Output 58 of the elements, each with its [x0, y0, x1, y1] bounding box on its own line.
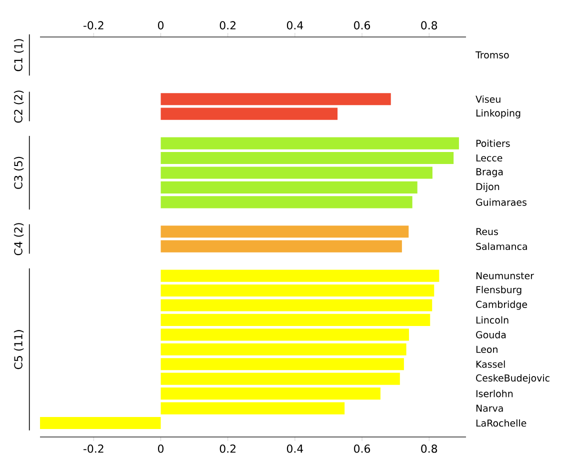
text: C1 (1)	[14, 39, 24, 72]
text: C4 (2)	[14, 223, 24, 256]
bar	[160, 270, 440, 282]
y-tick-label: Leon	[476, 346, 498, 353]
y-tick-label: Neumunster	[476, 272, 534, 280]
y-tick-label: Poitiers	[476, 140, 510, 147]
text: C3 (5)	[14, 156, 24, 189]
y-tick-label: Kassel	[476, 360, 505, 368]
x-tick-label: 0.8	[421, 444, 438, 453]
y-tick-label: Tromso	[475, 51, 509, 58]
bar	[160, 152, 454, 164]
x2-tick-label: 0.6	[354, 21, 370, 30]
y-tick-label: Lecce	[476, 154, 502, 162]
y-tick-label: Dijon	[476, 182, 500, 192]
y-tick-label: Guimaraes	[476, 198, 526, 206]
text: C5 (11)	[14, 330, 24, 370]
x2-tick-label: -0.2	[84, 21, 104, 30]
bar	[160, 108, 338, 120]
bar	[160, 402, 345, 414]
x2-tick-label: 0.4	[286, 21, 304, 30]
bar	[160, 388, 380, 400]
x-tick-label: 0	[158, 444, 164, 453]
y-tick-label: Salamanca	[476, 242, 527, 250]
x-tick-label: 0.6	[354, 444, 370, 453]
y-tick-label: Iserlohn	[476, 390, 513, 398]
y-tick-label: Flensburg	[476, 286, 522, 296]
y-tick-label: Reus	[476, 228, 498, 236]
y-tick-label: Lincoln	[476, 316, 508, 324]
bar	[160, 181, 418, 194]
y-tick-label: Cambridge	[476, 300, 528, 310]
bar	[160, 166, 432, 179]
y-tick-label: CeskeBudejovic	[476, 374, 550, 384]
bar	[160, 372, 400, 385]
bar	[160, 358, 404, 370]
bar	[160, 226, 409, 238]
bar	[160, 93, 391, 106]
bar	[160, 284, 434, 297]
y-tick-label: Narva	[476, 404, 503, 412]
x-tick-label: -0.2	[84, 444, 104, 453]
x2-tick-label: 0.2	[220, 21, 236, 30]
bar	[160, 137, 459, 150]
x-tick-label: 0.2	[220, 444, 236, 453]
bar	[40, 416, 161, 430]
y-tick-label: Gouda	[476, 331, 506, 338]
bar	[160, 299, 432, 312]
x-tick-label: 0.4	[286, 444, 304, 453]
y-tick-label: Viseu	[476, 95, 500, 103]
y-tick-label: Braga	[476, 168, 503, 178]
y-tick-label: LaRochelle	[476, 419, 526, 427]
y-tick-label: Linkoping	[476, 109, 520, 118]
x2-tick-label: 0.8	[421, 21, 438, 30]
bar	[160, 314, 430, 326]
text: C2 (2)	[14, 90, 24, 123]
bar	[160, 328, 409, 341]
bar	[160, 240, 402, 252]
x2-tick-label: 0	[158, 21, 164, 30]
bar	[160, 196, 412, 208]
bar	[160, 343, 406, 356]
